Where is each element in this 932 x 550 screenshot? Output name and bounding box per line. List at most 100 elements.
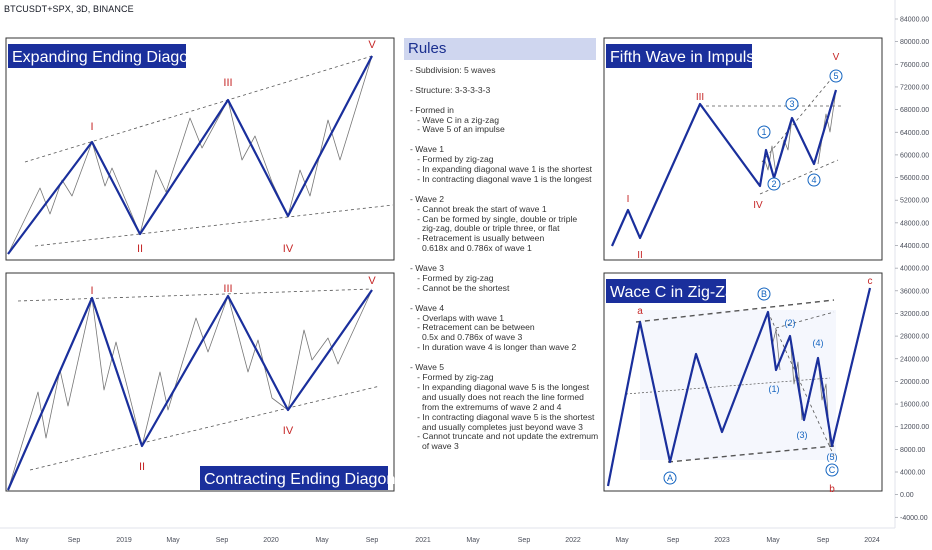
rule-line: - Subdivision: 5 waves — [410, 65, 496, 75]
y-tick-label: 4000.00 — [900, 470, 925, 477]
rule-line: - Wave 2 — [410, 193, 445, 204]
x-tick-label: May — [466, 537, 480, 544]
contracting-label-2: II — [139, 461, 145, 473]
wavec-label-c: c — [868, 276, 873, 287]
y-tick-label: 80000.00 — [900, 39, 929, 46]
rules-title: Rules — [404, 38, 596, 60]
contracting-upper-trendline — [17, 288, 373, 302]
rule-line: zig-zag, double or triple three, or flat — [410, 223, 560, 234]
wavec-circle-label-B-ring — [757, 287, 771, 301]
x-tick-label: May — [15, 537, 29, 544]
rule-line: 0.5x and 0.786x of wave 3 — [410, 332, 523, 343]
chart-symbol-title: BTCUSDT+SPX, 3D, BINANCE — [4, 4, 134, 14]
fifth-label-3: III — [696, 92, 704, 103]
wavec-circle-label-A-ring — [663, 471, 677, 485]
expanding-upper-trendline — [24, 55, 373, 163]
fifth-sub-label-3: 3 — [789, 99, 794, 109]
x-tick-label: 2019 — [116, 537, 132, 544]
y-tick-label: 84000.00 — [900, 17, 929, 24]
contracting-panel-frame — [5, 272, 395, 492]
rule-line: - Formed by zig-zag — [410, 272, 494, 283]
fifth-title-bg — [606, 44, 752, 68]
rule-line: - In contracting diagonal wave 5 is the … — [410, 411, 595, 422]
contracting-title-bg — [200, 466, 388, 490]
rule-line: - Cannot be the shortest — [410, 282, 510, 293]
y-tick-label: 76000.00 — [900, 62, 929, 69]
rule-line: - Retracement can be between — [410, 322, 535, 333]
y-tick-label: 52000.00 — [900, 198, 929, 205]
fifth-sub-label-5-ring — [829, 69, 843, 83]
wavec-c-channel-lower — [775, 311, 835, 329]
x-tick-label: Sep — [817, 537, 830, 544]
rule-line: - Structure: 3-3-3-3-3 — [410, 84, 491, 95]
rule-line: - Can be formed by single, double or tri… — [410, 213, 578, 224]
fifth-label-1: I — [627, 194, 630, 205]
contracting-title: Contracting Ending Diagonal — [204, 471, 408, 488]
rule-line: - Cannot truncate and not update the ext… — [410, 431, 599, 442]
contracting-sub-wave-1 — [7, 297, 93, 491]
rule-line: and usually completes just beyond wave 3 — [410, 421, 583, 432]
fifth-sub-label-5: 5 — [833, 71, 838, 81]
expanding-label-4: IV — [283, 243, 294, 255]
rule-line: - Retracement is usually between — [410, 233, 545, 244]
contracting-sub-wave-2 — [91, 297, 143, 447]
x-tick-label: 2023 — [714, 537, 730, 544]
y-tick-label: 64000.00 — [900, 130, 929, 137]
expanding-label-1: I — [90, 121, 93, 133]
expanding-lower-trendline — [34, 204, 394, 247]
wavec-circle-label-C: C — [829, 465, 836, 475]
x-tick-label: Sep — [366, 537, 379, 544]
x-tick-label: 2021 — [415, 537, 431, 544]
contracting-sub-wave-5 — [287, 289, 373, 411]
contracting-label-4: IV — [283, 425, 294, 437]
rule-line: - Wave 3 — [410, 263, 445, 274]
expanding-title-bg — [8, 44, 186, 68]
fifth-sub-label-4-ring — [807, 173, 821, 187]
wavec-upper-channel — [635, 299, 835, 323]
contracting-main-wave — [6, 289, 373, 491]
y-tick-label: 56000.00 — [900, 175, 929, 182]
x-tick-label: Sep — [68, 537, 81, 544]
rule-line: - Formed by zig-zag — [410, 154, 494, 165]
fifth-title: Fifth Wave in Impulse — [610, 49, 763, 66]
y-tick-label: 0.00 — [900, 492, 914, 499]
fifth-sub-label-2-ring — [767, 177, 781, 191]
x-tick-label: 2024 — [864, 537, 880, 544]
wavec-title: Wace C in Zig-Zag — [610, 284, 743, 301]
rule-line: - Wave 1 — [410, 144, 445, 155]
rule-line: - Formed by zig-zag — [410, 371, 494, 382]
contracting-sub-wave-4 — [227, 295, 289, 411]
x-tick-label: Sep — [216, 537, 229, 544]
rule-line: - Wave 5 — [410, 362, 445, 373]
x-tick-label: Sep — [518, 537, 531, 544]
rule-line: - In expanding diagonal wave 5 is the lo… — [410, 381, 590, 392]
rule-line: - In expanding diagonal wave 1 is the sh… — [410, 164, 593, 175]
fifth-label-5: V — [833, 52, 840, 63]
y-tick-label: 72000.00 — [900, 84, 929, 91]
y-axis-bg — [895, 0, 932, 550]
fifth-main-wave — [610, 89, 838, 247]
expanding-sub-wave-1 — [7, 141, 93, 255]
rule-line: - Wave C in a zig-zag — [410, 114, 499, 125]
x-tick-label: May — [315, 537, 329, 544]
rule-line: 0.618x and 0.786x of wave 1 — [410, 243, 532, 254]
rule-line: and usually does not reach the line form… — [410, 391, 584, 402]
y-tick-label: 8000.00 — [900, 447, 925, 454]
y-tick-label: 28000.00 — [900, 334, 929, 341]
y-tick-label: 32000.00 — [900, 311, 929, 318]
fifth-sub-label-2: 2 — [771, 179, 776, 189]
fifth-sub-label-4: 4 — [811, 175, 816, 185]
contracting-label-1: I — [90, 285, 93, 297]
rule-line: - Cannot break the start of wave 1 — [410, 203, 547, 214]
fifth-sub-label-1-ring — [757, 125, 771, 139]
contracting-lower-trendline — [29, 385, 381, 471]
rule-line: from the extremums of wave 2 and 4 — [410, 401, 562, 412]
wavec-paren-label-3: (3) — [797, 430, 808, 440]
y-tick-label: 36000.00 — [900, 288, 929, 295]
wavec-main-wave — [606, 287, 872, 487]
wavec-title-bg — [606, 279, 726, 303]
rules-list: - Subdivision: 5 waves - Structure: 3-3-3… — [410, 65, 600, 452]
rule-line: - Overlaps with wave 1 — [410, 312, 505, 323]
x-tick-label: May — [766, 537, 780, 544]
